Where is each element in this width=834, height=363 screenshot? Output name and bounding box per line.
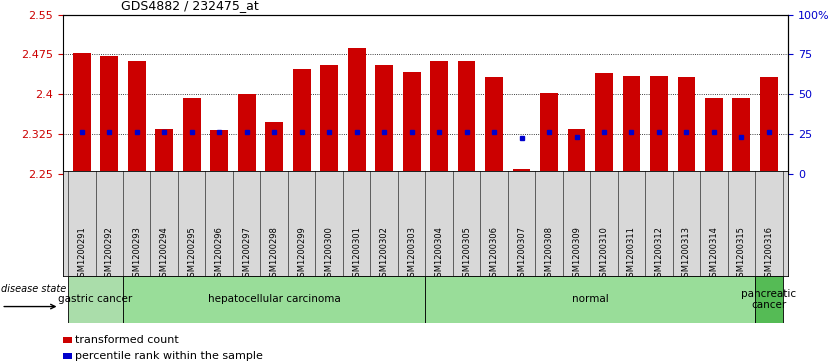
- Bar: [513, 169, 530, 174]
- Bar: [155, 129, 173, 174]
- Text: transformed count: transformed count: [75, 335, 179, 345]
- Bar: [128, 61, 146, 174]
- Text: GDS4882 / 232475_at: GDS4882 / 232475_at: [121, 0, 259, 12]
- Bar: [320, 65, 338, 174]
- Text: hepatocellular carcinoma: hepatocellular carcinoma: [208, 294, 340, 305]
- Bar: [568, 129, 585, 174]
- Text: pancreatic
cancer: pancreatic cancer: [741, 289, 796, 310]
- Bar: [705, 98, 723, 174]
- Bar: [123, 276, 425, 323]
- Bar: [425, 276, 755, 323]
- Text: disease state: disease state: [1, 284, 67, 294]
- Bar: [265, 122, 283, 174]
- Bar: [485, 77, 503, 174]
- Bar: [73, 53, 91, 174]
- Text: gastric cancer: gastric cancer: [58, 294, 133, 305]
- Bar: [732, 98, 751, 174]
- Bar: [622, 76, 641, 174]
- Bar: [183, 98, 201, 174]
- Bar: [375, 65, 393, 174]
- Bar: [650, 76, 668, 174]
- Text: normal: normal: [572, 294, 609, 305]
- Bar: [63, 354, 72, 359]
- Bar: [595, 73, 613, 174]
- Bar: [755, 276, 782, 323]
- Bar: [293, 69, 310, 174]
- Bar: [540, 93, 558, 174]
- Text: percentile rank within the sample: percentile rank within the sample: [75, 351, 263, 361]
- Bar: [63, 337, 72, 343]
- Bar: [68, 276, 123, 323]
- Bar: [677, 77, 696, 174]
- Bar: [348, 48, 365, 174]
- Bar: [210, 130, 229, 174]
- Bar: [403, 72, 420, 174]
- Bar: [760, 77, 778, 174]
- Bar: [100, 56, 118, 174]
- Bar: [238, 94, 256, 174]
- Bar: [458, 61, 475, 174]
- Bar: [430, 61, 448, 174]
